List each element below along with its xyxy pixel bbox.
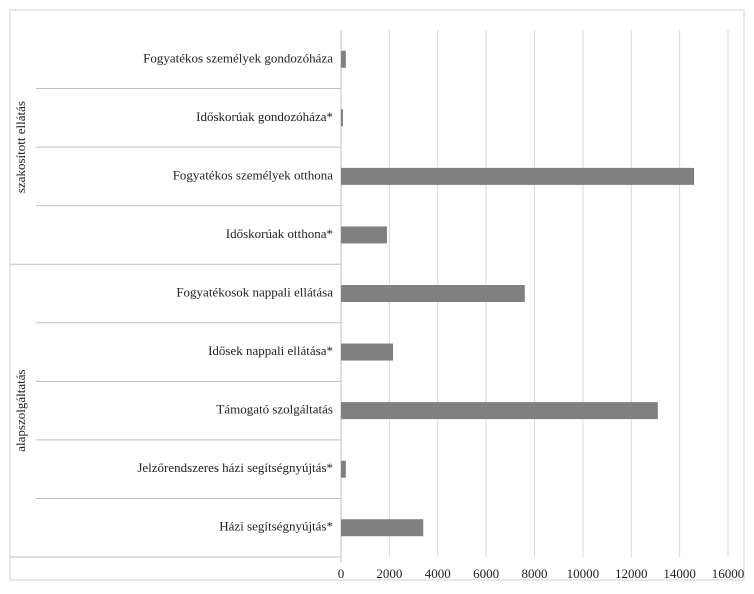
bar [341, 226, 387, 244]
x-tick-label: 8000 [522, 566, 548, 581]
y-tick-label: Idősek nappali ellátása* [208, 343, 333, 358]
x-tick-label: 10000 [567, 566, 600, 581]
x-tick-label: 0 [338, 566, 345, 581]
x-tick-label: 16000 [712, 566, 745, 581]
y-tick-label: Időskorúak gondozóháza* [196, 109, 333, 124]
x-tick-label: 12000 [615, 566, 648, 581]
bar [341, 519, 424, 537]
x-tick-label: 2000 [376, 566, 402, 581]
bar [341, 343, 394, 361]
bar [341, 402, 658, 420]
bar [341, 460, 346, 478]
bar [341, 167, 695, 185]
y-tick-label: Jelzőrendszeres házi segítségnyújtás* [137, 460, 333, 475]
y-tick-label: Támogató szolgáltatás [216, 402, 333, 417]
bar [341, 285, 525, 302]
y-tick-label: Házi segítségnyújtás* [219, 519, 333, 534]
x-tick-label: 14000 [663, 566, 696, 581]
y-tick-label: Időskorúak otthona* [226, 226, 333, 241]
bar [341, 109, 343, 127]
x-tick-label: 6000 [473, 566, 499, 581]
x-tick-label: 4000 [425, 566, 451, 581]
group-label: alapszolgáltatás [13, 369, 28, 451]
group-label: szakosított ellátás [13, 101, 28, 193]
y-tick-label: Fogyatékos személyek gondozóháza [143, 50, 333, 65]
y-tick-label: Fogyatékos személyek otthona [173, 167, 334, 182]
bar [341, 50, 346, 68]
y-tick-label: Fogyatékosok nappali ellátása [176, 284, 333, 299]
